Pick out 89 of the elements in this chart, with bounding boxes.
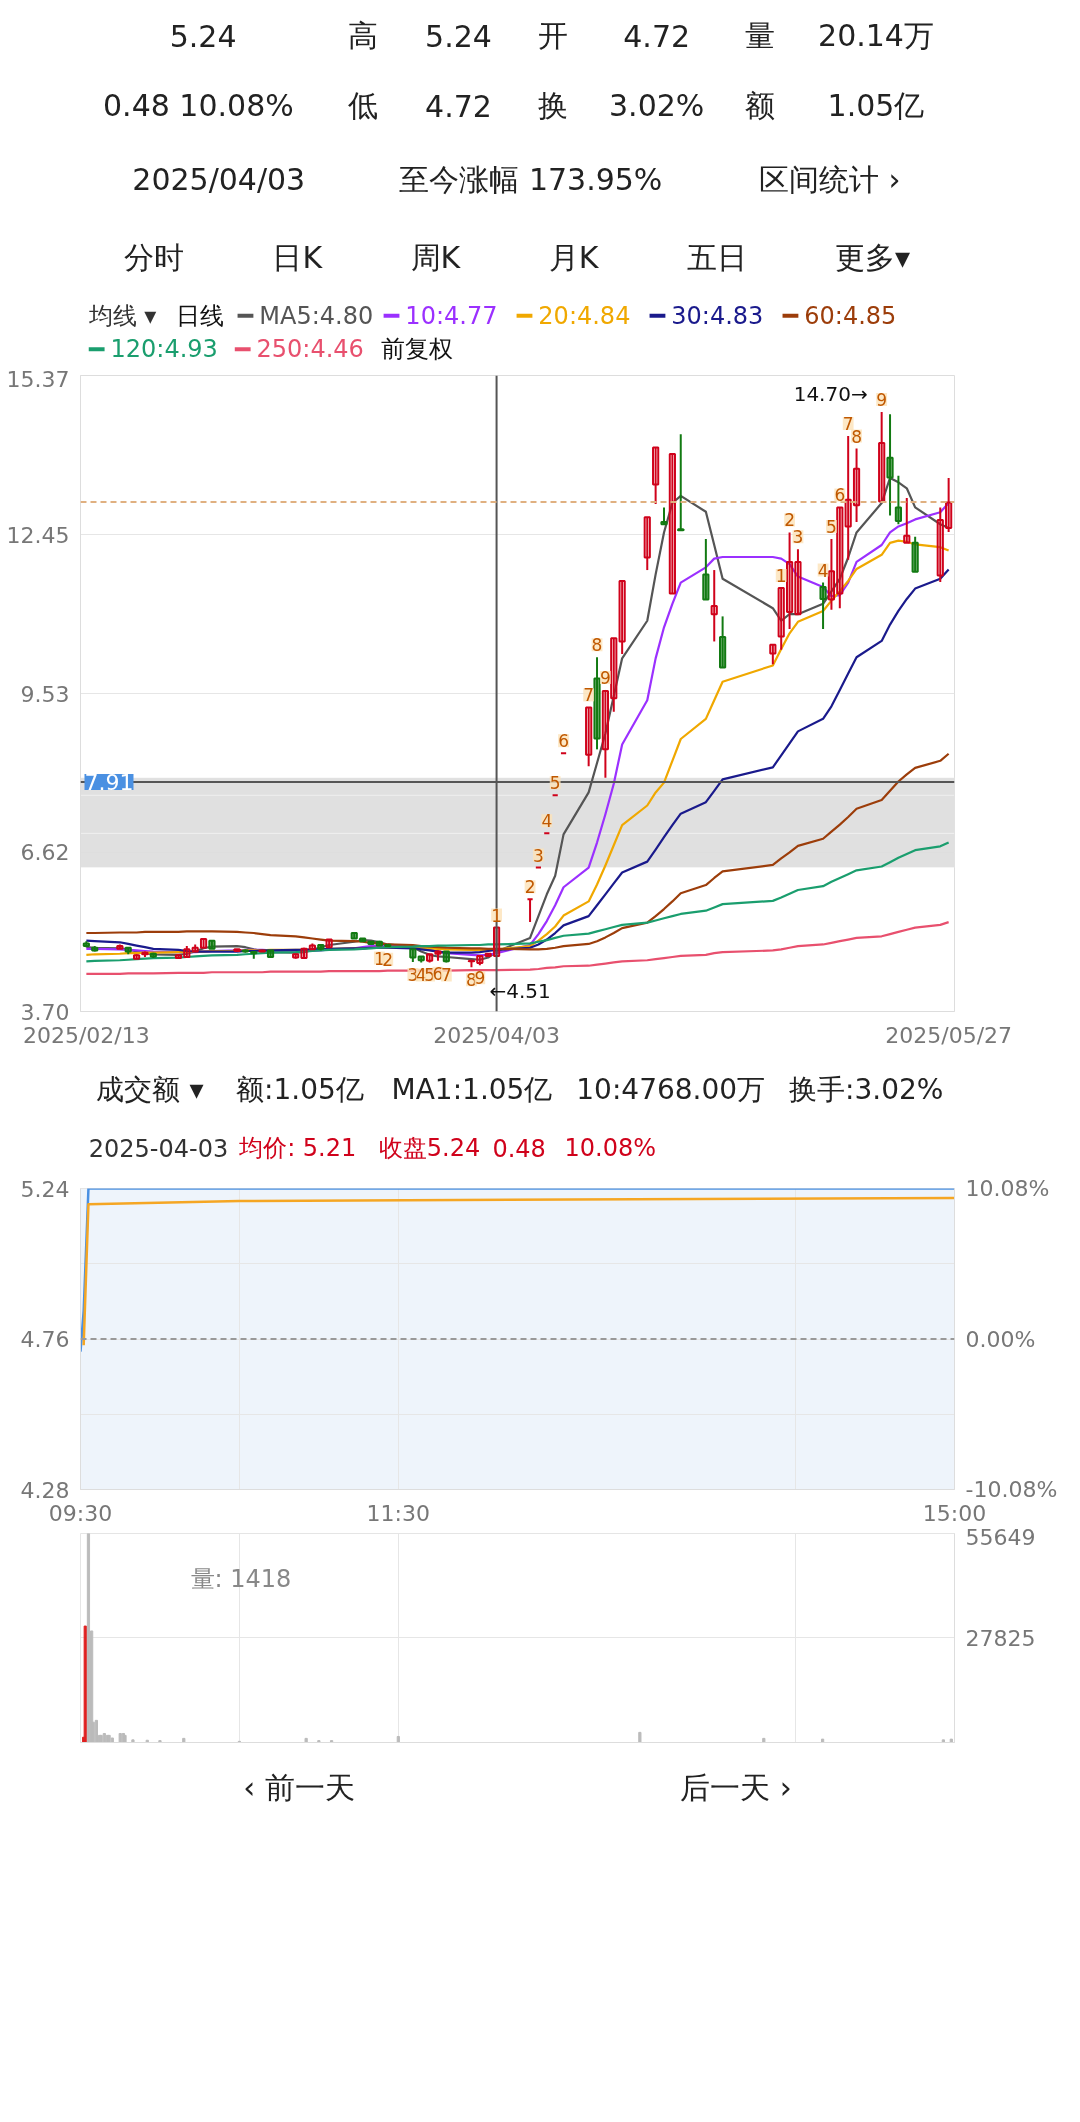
annotation: 1 <box>775 566 787 587</box>
text: 均线 ▾ <box>87 301 157 330</box>
text: 1.05亿 <box>827 88 925 123</box>
text: 前复权 <box>380 335 453 364</box>
legend-label: 60:4.85 <box>804 301 897 330</box>
x-tick-label: 2025/04/03 <box>433 1022 560 1048</box>
annotation: 1 <box>491 905 502 926</box>
chart-title: 2025-04-03 <box>88 1134 229 1163</box>
annotation: 9 <box>474 968 486 989</box>
text: 3.02% <box>609 88 705 123</box>
annotation: 4 <box>415 965 427 986</box>
text: 周K <box>410 240 462 275</box>
text: 至今涨幅 173.95% <box>399 162 663 197</box>
y-tick-label: 4.76 <box>20 1327 70 1352</box>
text: 后一天 › <box>680 1770 792 1805</box>
annotation: 3 <box>792 527 804 548</box>
legend-label: 30:4.83 <box>671 301 764 330</box>
text: 高 <box>348 18 379 53</box>
text: 分时 <box>124 240 185 275</box>
y-tick-label: 9.53 <box>20 681 70 707</box>
text: 2025/04/03 <box>132 162 306 197</box>
legend-label: 20:4.84 <box>538 301 631 330</box>
y-tick-label: 27825 <box>965 1626 1036 1651</box>
legend-label: 120:4.93 <box>110 335 218 364</box>
legend-label: 10:4.77 <box>405 301 498 330</box>
annotation: 7 <box>583 685 595 706</box>
text: 五日 <box>686 240 747 275</box>
annotation: 3 <box>533 845 544 866</box>
text: 低 <box>348 88 379 123</box>
text: 10:4768.00万 <box>576 1073 766 1106</box>
y-tick-label: 5.24 <box>20 1176 70 1202</box>
y-tick-label: 15.37 <box>6 366 70 392</box>
text: 10.08% <box>564 1133 656 1162</box>
ref-line-label: 7.91 <box>84 770 134 796</box>
text: 换 <box>538 88 569 123</box>
annotation: 2 <box>784 510 795 531</box>
y2-tick-label: -10.08% <box>965 1477 1058 1502</box>
y-tick-label: 3.70 <box>20 999 70 1025</box>
x-tick-label: 2025/05/27 <box>885 1022 1013 1048</box>
y-tick-label: 12.45 <box>6 522 70 548</box>
text: 5.24 <box>169 18 237 54</box>
annotation: 5 <box>826 517 837 537</box>
y-tick-label: 4.28 <box>20 1477 70 1503</box>
annotation: 9 <box>599 667 611 688</box>
x-tick-label: 15:00 <box>922 1500 987 1526</box>
annotation: 4 <box>817 560 829 581</box>
x-tick-label: 2025/02/13 <box>22 1022 150 1048</box>
text: 更多▾ <box>834 240 910 275</box>
text: 额:1.05亿 <box>236 1073 364 1106</box>
legend-title: 日线 <box>176 301 225 330</box>
text: 0.48 10.08% <box>103 88 294 123</box>
text: 月K <box>548 240 600 275</box>
text: MA1:1.05亿 <box>391 1073 553 1106</box>
text: 额 <box>744 88 775 123</box>
annotation: 2 <box>524 877 536 898</box>
y2-tick-label: 0.00% <box>965 1326 1036 1352</box>
annotation: 6 <box>432 963 444 984</box>
text: 量 <box>744 18 775 53</box>
text: 区间统计 › <box>758 162 901 197</box>
x-tick-label: 11:30 <box>366 1500 431 1526</box>
legend-label: 250:4.46 <box>256 335 364 364</box>
text: 20.14万 <box>818 18 934 53</box>
annotation: 14.70→ <box>793 382 868 407</box>
annotation: 6 <box>834 485 846 506</box>
text: 均价: 5.21 <box>238 1133 357 1162</box>
text: 收盘5.24 <box>378 1133 481 1162</box>
annotation: 2 <box>382 949 394 970</box>
annotation: 量: 1418 <box>190 1564 292 1593</box>
text: 开 <box>538 18 569 53</box>
annotation: 9 <box>876 390 888 411</box>
text: 换手:3.02% <box>788 1073 944 1106</box>
annotation: 5 <box>549 773 561 794</box>
text: 成交额 ▾ <box>96 1073 204 1106</box>
annotation: 6 <box>558 731 569 752</box>
text: ‹ 前一天 <box>243 1770 355 1805</box>
text: 4.72 <box>623 18 691 54</box>
annotation: 8 <box>851 426 862 447</box>
text: 4.72 <box>425 88 492 124</box>
text: 0.48 <box>492 1134 546 1163</box>
y-tick-label: 6.62 <box>20 840 70 866</box>
annotation: 8 <box>466 970 477 991</box>
text: 5.24 <box>425 18 492 54</box>
text: 日K <box>272 240 324 275</box>
y2-tick-label: 10.08% <box>965 1176 1050 1201</box>
y-tick-label: 55649 <box>965 1524 1036 1550</box>
legend-label: MA5:4.80 <box>259 301 374 330</box>
annotation: 4 <box>541 811 553 832</box>
annotation: 8 <box>591 635 603 656</box>
x-tick-label: 09:30 <box>48 1500 113 1526</box>
